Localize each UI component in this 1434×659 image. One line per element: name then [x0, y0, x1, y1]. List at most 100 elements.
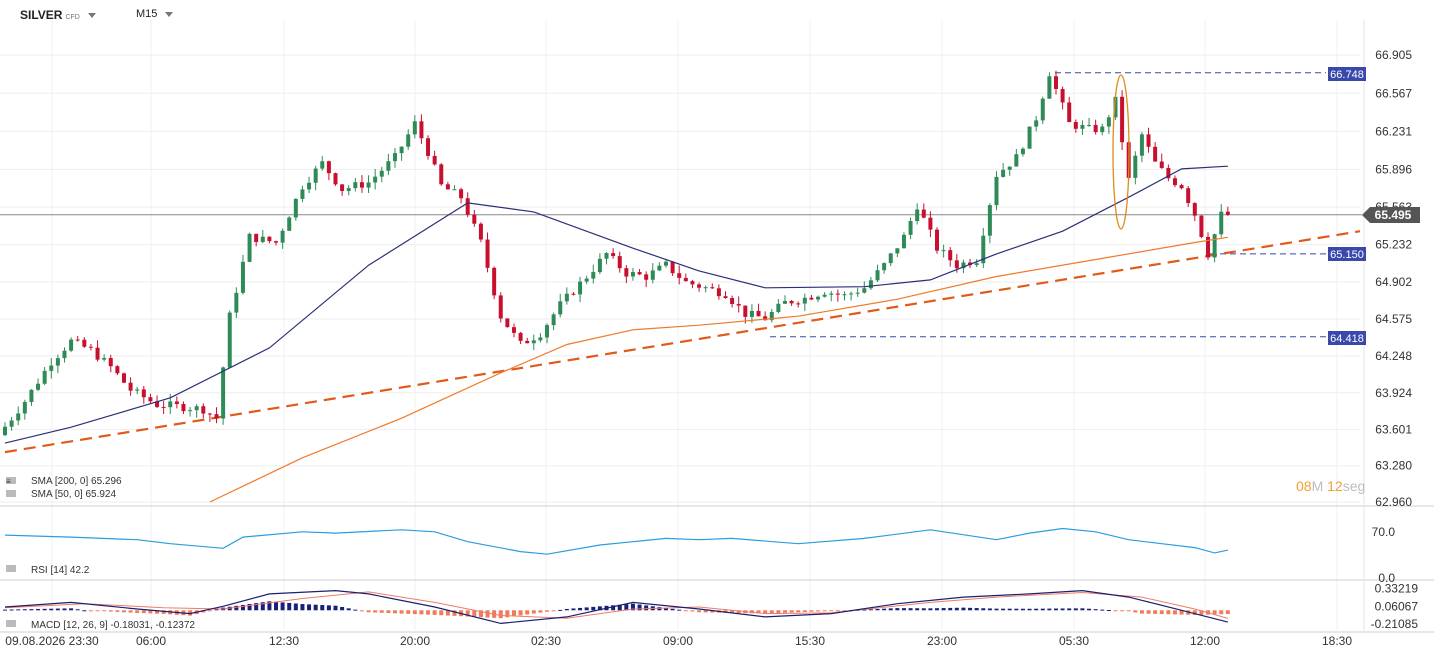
candle-body	[822, 294, 827, 297]
candle-body	[505, 318, 510, 328]
candle-body	[987, 205, 992, 236]
candle-body	[743, 305, 748, 317]
macd-histogram-bar	[267, 601, 272, 611]
macd-histogram-bar	[42, 608, 47, 611]
macd-histogram-bar	[300, 604, 305, 611]
macd-histogram-bar	[558, 609, 563, 611]
price-tick-label: 63.280	[1375, 459, 1412, 473]
macd-histogram-bar	[432, 610, 437, 615]
macd-histogram-bar	[1192, 610, 1197, 615]
candle-body	[373, 176, 378, 183]
candle-body	[82, 339, 87, 347]
candle-body	[1153, 146, 1158, 162]
macd-histogram-bar	[782, 610, 787, 613]
sma200-legend[interactable]: ≡ SMA [200, 0] 65.296	[6, 476, 122, 487]
candle-body	[1120, 96, 1125, 143]
candle-body	[1179, 185, 1184, 189]
macd-histogram-bar	[102, 610, 107, 612]
macd-tick-label: 0.33219	[1375, 581, 1419, 595]
macd-histogram-bar	[551, 610, 556, 612]
macd-histogram-bar	[617, 604, 622, 611]
candle-body	[584, 278, 589, 282]
candle-body	[155, 401, 160, 407]
candle-body	[1146, 134, 1151, 147]
candle-body	[849, 293, 854, 295]
candle-body	[16, 413, 21, 421]
macd-histogram-bar	[630, 603, 635, 611]
macd-histogram-bar	[128, 610, 133, 613]
candle-body	[1053, 76, 1058, 89]
macd-histogram-bar	[141, 610, 146, 614]
price-tick-label: 66.567	[1375, 86, 1412, 100]
sma200-line	[209, 236, 1228, 503]
macd-histogram-bar	[148, 610, 153, 614]
macd-histogram-bar	[485, 610, 490, 618]
macd-histogram-bar	[928, 608, 933, 611]
candle-body	[412, 121, 417, 135]
candle-body	[141, 389, 146, 398]
timeframe-selector[interactable]: M15	[136, 8, 174, 20]
macd-histogram-bar	[789, 610, 794, 613]
price-tick-label: 65.232	[1375, 238, 1412, 252]
rsi-legend[interactable]: RSI [14] 42.2	[6, 565, 90, 576]
macd-histogram-bar	[1027, 608, 1032, 611]
price-tick-label: 64.248	[1375, 349, 1412, 363]
candle-body	[829, 293, 834, 295]
price-tick-label: 63.924	[1375, 386, 1412, 400]
candle-body	[1225, 211, 1230, 215]
candle-body	[1219, 211, 1224, 235]
candle-body	[776, 303, 781, 312]
macd-histogram-bar	[915, 608, 920, 611]
macd-histogram-bar	[677, 609, 682, 611]
candle-body	[426, 138, 431, 156]
candle-body	[1073, 122, 1078, 129]
macd-histogram-bar	[373, 610, 378, 613]
macd-histogram-bar	[1093, 609, 1098, 611]
candle-body	[895, 248, 900, 254]
macd-histogram-bar	[254, 603, 259, 611]
macd-histogram-bar	[353, 609, 358, 611]
candle-body	[254, 233, 259, 243]
macd-histogram-bar	[908, 608, 913, 611]
macd-histogram-bar	[88, 610, 93, 612]
macd-histogram-bar	[657, 607, 662, 611]
macd-histogram-bar	[188, 610, 193, 616]
candle-body	[75, 339, 80, 341]
candle-body	[95, 347, 100, 360]
macd-histogram-bar	[730, 610, 735, 613]
resistance-tag: 66.748	[1328, 67, 1366, 81]
rsi-tick-label: 0.0	[1378, 571, 1395, 585]
sma200-label: SMA [200, 0] 65.296	[31, 476, 122, 487]
candle-body	[921, 209, 926, 218]
rsi-pane	[4, 527, 1229, 555]
macd-histogram-bar	[525, 610, 530, 615]
sma50-line	[4, 165, 1228, 444]
macd-histogram-bar	[293, 603, 298, 611]
sma50-legend[interactable]: SMA [50, 0] 65.924	[6, 489, 116, 500]
candle-body	[1166, 167, 1171, 179]
macd-histogram-bar	[683, 610, 688, 612]
candle-body	[465, 198, 470, 215]
macd-legend[interactable]: MACD [12, 26, 9] -0.18031, -0.12372	[6, 620, 195, 631]
price-tick-label: 64.902	[1375, 275, 1412, 289]
macd-histogram-bar	[994, 608, 999, 611]
candle-body	[908, 221, 913, 235]
candle-body	[703, 287, 708, 289]
candle-body	[1199, 215, 1204, 237]
macd-histogram-bar	[155, 610, 160, 614]
candle-body	[161, 406, 166, 408]
candle-body	[399, 146, 404, 154]
candle-body	[525, 340, 530, 344]
macd-histogram-bar	[710, 610, 715, 613]
time-tick-label: 06:00	[136, 634, 166, 648]
macd-histogram-bar	[392, 610, 397, 614]
countdown-minutes-unit: M	[1311, 478, 1324, 494]
macd-histogram-bar	[274, 601, 279, 611]
macd-histogram-bar	[135, 610, 140, 613]
macd-histogram-bar	[465, 610, 470, 617]
price-tick-label: 66.905	[1375, 48, 1412, 62]
symbol-name: SILVER	[20, 8, 63, 22]
macd-histogram-bar	[1007, 608, 1012, 611]
symbol-selector[interactable]: SILVER CFD	[20, 8, 96, 22]
